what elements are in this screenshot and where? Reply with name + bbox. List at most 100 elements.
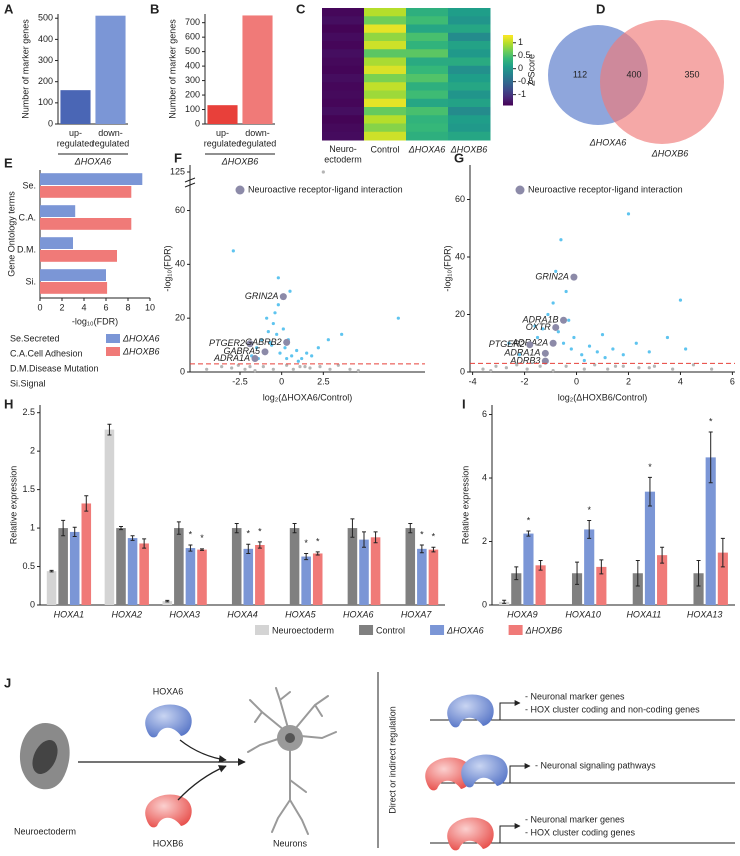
y-tick-label: 6: [482, 409, 487, 419]
legend-swatch: [106, 334, 120, 343]
y-tick-label: 400: [185, 60, 200, 70]
venn-count: 350: [684, 69, 699, 79]
point: [265, 316, 269, 320]
error-bar: [130, 535, 135, 541]
point: [541, 327, 545, 331]
point: [593, 363, 597, 367]
heat-cell: [406, 65, 449, 75]
legend-marker: [235, 185, 245, 195]
error-bar: [720, 537, 725, 568]
note: Se.Secreted: [10, 333, 60, 343]
highlight-point: [261, 348, 269, 356]
colorbar-cell: [503, 39, 513, 42]
point: [678, 298, 683, 302]
point: [652, 364, 657, 368]
y-axis-label: Relative expression: [460, 466, 470, 545]
point: [310, 354, 314, 358]
colorbar-cell: [503, 57, 513, 60]
colorbar-cell: [503, 49, 513, 52]
target-text: - Neuronal signaling pathways: [535, 760, 656, 770]
legend-label: ΔHOXA6: [122, 333, 160, 343]
y-tick-label: 300: [185, 75, 200, 85]
x-tick-label: ΔHOXB6: [450, 144, 488, 154]
heat-cell: [322, 131, 365, 141]
error-bar: [587, 520, 592, 539]
colorbar-cell: [503, 75, 513, 78]
x-tick-label: HOXA2: [112, 609, 143, 619]
x-tick-label: 4: [678, 376, 683, 386]
y-tick-label: 1: [30, 522, 35, 532]
point-label: ADRA1B: [522, 315, 559, 325]
y-tick-label: 125: [170, 166, 185, 176]
colorbar-cell: [503, 47, 513, 50]
heat-cell: [364, 115, 407, 124]
error-bar: [514, 566, 519, 581]
arrow: [177, 765, 227, 801]
colorbar-cell: [503, 69, 513, 72]
heat-cell: [322, 98, 365, 108]
point: [621, 364, 625, 368]
legend-label: Neuroactive receptor-ligand interaction: [528, 184, 683, 194]
x-tick-label: -2.5: [232, 376, 248, 386]
error-bar: [538, 560, 543, 571]
y-tick-label: 2.5: [22, 407, 35, 417]
point: [270, 343, 274, 347]
y-tick-label: 300: [38, 55, 53, 65]
point: [231, 249, 235, 253]
panel-label: J: [4, 675, 11, 690]
legend-label: Control: [376, 625, 405, 635]
x-tick-label: HOXA10: [565, 609, 601, 619]
x-tick-label: up-regulated: [57, 128, 95, 148]
point: [296, 359, 300, 363]
point: [288, 289, 292, 293]
bar: [511, 573, 522, 605]
y-tick-label: 4: [482, 472, 487, 482]
legend-swatch: [106, 347, 120, 356]
x-tick-label: 0: [574, 376, 579, 386]
error-bar: [696, 560, 701, 587]
bar: [644, 491, 656, 605]
heat-cell: [406, 115, 449, 124]
y-tick-label: 60: [175, 205, 185, 215]
error-bar: [419, 544, 424, 554]
point: [220, 365, 224, 369]
point: [489, 368, 493, 373]
heat-cell: [448, 32, 491, 42]
colorbar-cell: [503, 99, 513, 102]
heat-cell: [448, 16, 491, 25]
x-tick-label: -2: [521, 376, 529, 386]
legend-label: ΔHOXB6: [525, 625, 563, 635]
panel-label: H: [4, 396, 13, 411]
point: [290, 354, 294, 358]
y-tick-label: Si.: [25, 276, 36, 286]
heat-cell: [448, 49, 491, 58]
point: [535, 335, 540, 340]
significance: *: [432, 532, 436, 542]
heat-cell: [448, 98, 491, 108]
heat-cell: [448, 24, 491, 34]
heat-cell: [448, 82, 491, 91]
legend-label: Neuroectoderm: [272, 625, 334, 635]
colorbar-cell: [503, 79, 513, 82]
colorbar-cell: [503, 35, 513, 38]
y-tick-label: 2: [482, 536, 487, 546]
panel-label: I: [462, 396, 466, 411]
diagram-j: J Neuroectoderm HOXA6 HOXB6 Neurons Dire…: [4, 672, 735, 851]
panel-label: F: [174, 150, 182, 165]
error-bar: [257, 541, 262, 549]
regulation-row: - Neuronal marker genes - HOX cluster co…: [430, 814, 735, 851]
source-label: Neuroectoderm: [14, 826, 76, 836]
point: [273, 311, 277, 315]
point: [504, 366, 508, 370]
x-tick-label: ΔHOXA6: [408, 144, 446, 154]
bar: [40, 237, 73, 249]
heat-cell: [448, 131, 491, 141]
y-tick-label: 0: [180, 366, 185, 376]
colorbar-cell: [503, 89, 513, 92]
heat-cell: [448, 65, 491, 75]
colorbar-cell: [503, 87, 513, 90]
y-tick-label: Se.: [22, 180, 36, 190]
colorbar-cell: [503, 73, 513, 76]
legend-swatch: [255, 625, 269, 635]
heat-cell: [364, 98, 407, 108]
